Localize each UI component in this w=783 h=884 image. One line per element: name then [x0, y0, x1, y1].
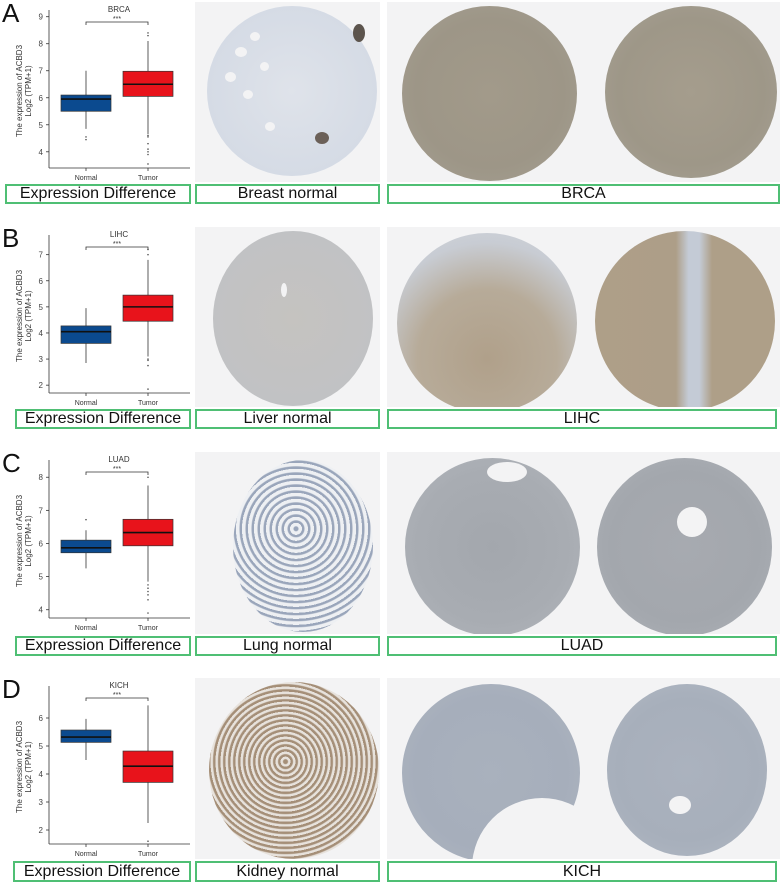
tumor-caption: BRCA: [387, 184, 780, 204]
svg-text:6: 6: [39, 94, 44, 103]
svg-text:4: 4: [39, 770, 44, 779]
normal-tissue-image: [195, 678, 380, 859]
svg-text:The expression of ACBD3: The expression of ACBD3: [15, 44, 24, 137]
svg-text:5: 5: [39, 303, 44, 312]
tissue-core: [597, 458, 772, 634]
chart-caption: Expression Difference: [15, 409, 191, 429]
svg-text:Normal: Normal: [75, 175, 98, 182]
normal-caption: Liver normal: [195, 409, 380, 429]
chart-title: LIHC: [110, 230, 128, 239]
svg-text:4: 4: [39, 329, 44, 338]
tissue-core: [607, 684, 767, 856]
svg-text:Normal: Normal: [75, 851, 98, 858]
tumor-tissue-image: [387, 678, 780, 859]
svg-text:5: 5: [39, 121, 44, 130]
normal-tissue-image: [195, 452, 380, 634]
chart-caption: Expression Difference: [15, 636, 191, 656]
chart-title: LUAD: [108, 455, 130, 464]
svg-text:8: 8: [39, 473, 44, 482]
svg-text:2: 2: [39, 381, 44, 390]
panel-a: A BRCA 4 5 6 7 8 9 The expression of ACBD3 Log2 …: [0, 0, 783, 206]
tissue-core: [595, 231, 775, 407]
tissue-core: [605, 6, 777, 178]
tumor-tissue-image: [387, 2, 780, 182]
svg-text:6: 6: [39, 539, 44, 548]
normal-tissue-image: [195, 227, 380, 407]
svg-text:2: 2: [39, 826, 44, 835]
normal-tissue-image: [195, 2, 380, 182]
boxplot-chart: KICH 2 3 4 5 6 The expression of ACBD3 Log2 (TP…: [0, 676, 192, 860]
panel-b: B LIHC 2 3 4 5 6 7 The expression of ACBD3 Log2 …: [0, 225, 783, 431]
svg-text:***: ***: [113, 466, 121, 473]
svg-text:Log2 (TPM+1): Log2 (TPM+1): [24, 290, 33, 342]
panel-letter: B: [2, 223, 20, 253]
tumor-caption: LUAD: [387, 636, 777, 656]
svg-text:7: 7: [39, 67, 44, 76]
boxplot-chart: LUAD 4 5 6 7 8 The expression of ACBD3 Log2 (TP…: [0, 450, 192, 634]
svg-text:Tumor: Tumor: [138, 175, 159, 182]
svg-text:6: 6: [39, 277, 44, 286]
chart-caption: Expression Difference: [13, 861, 191, 882]
svg-text:***: ***: [113, 692, 121, 699]
svg-text:5: 5: [39, 742, 44, 751]
svg-text:4: 4: [39, 148, 44, 157]
boxplot-chart: BRCA 4 5 6 7 8 9 The expression of ACBD3 Log2 (T…: [0, 0, 192, 184]
svg-text:5: 5: [39, 573, 44, 582]
panel-letter: A: [2, 0, 20, 28]
svg-text:Tumor: Tumor: [138, 625, 159, 632]
svg-text:9: 9: [39, 13, 44, 22]
svg-text:The expression of ACBD3: The expression of ACBD3: [15, 720, 24, 813]
svg-text:3: 3: [39, 355, 44, 364]
tissue-core: [405, 458, 580, 634]
panel-letter: C: [2, 448, 21, 478]
chart-title: KICH: [109, 681, 128, 690]
svg-text:8: 8: [39, 40, 44, 49]
svg-text:Normal: Normal: [75, 625, 98, 632]
svg-text:Tumor: Tumor: [138, 851, 159, 858]
svg-text:4: 4: [39, 606, 44, 615]
boxplot-chart: LIHC 2 3 4 5 6 7 The expression of ACBD3 Log2 (T…: [0, 225, 192, 409]
svg-text:Tumor: Tumor: [138, 400, 159, 407]
svg-text:Normal: Normal: [75, 400, 98, 407]
svg-text:***: ***: [113, 241, 121, 248]
svg-text:Log2 (TPM+1): Log2 (TPM+1): [24, 515, 33, 567]
svg-text:The expression of ACBD3: The expression of ACBD3: [15, 494, 24, 587]
tumor-caption: LIHC: [387, 409, 777, 429]
svg-text:Log2 (TPM+1): Log2 (TPM+1): [24, 65, 33, 117]
tissue-core: [402, 6, 577, 181]
panel-d: D KICH 2 3 4 5 6 The expression of ACBD3 Log2 (…: [0, 676, 783, 884]
svg-text:The expression of ACBD3: The expression of ACBD3: [15, 269, 24, 362]
panel-c: C LUAD 4 5 6 7 8 The expression of ACBD3 Log2 (…: [0, 450, 783, 658]
tissue-core: [397, 233, 577, 407]
tumor-caption: KICH: [387, 861, 777, 882]
panel-letter: D: [2, 674, 21, 704]
tissue-core: [207, 6, 377, 176]
svg-text:Log2 (TPM+1): Log2 (TPM+1): [24, 741, 33, 793]
svg-text:***: ***: [113, 16, 121, 23]
tissue-core: [233, 460, 373, 632]
tissue-core: [213, 231, 373, 406]
chart-title: BRCA: [108, 5, 131, 14]
normal-caption: Kidney normal: [195, 861, 380, 882]
normal-caption: Lung normal: [195, 636, 380, 656]
chart-caption: Expression Difference: [5, 184, 191, 204]
tumor-tissue-image: [387, 227, 780, 407]
svg-text:3: 3: [39, 798, 44, 807]
normal-caption: Breast normal: [195, 184, 380, 204]
svg-text:6: 6: [39, 714, 44, 723]
tissue-core: [209, 682, 379, 859]
svg-text:7: 7: [39, 506, 44, 515]
svg-text:7: 7: [39, 251, 44, 260]
tumor-tissue-image: [387, 452, 780, 634]
